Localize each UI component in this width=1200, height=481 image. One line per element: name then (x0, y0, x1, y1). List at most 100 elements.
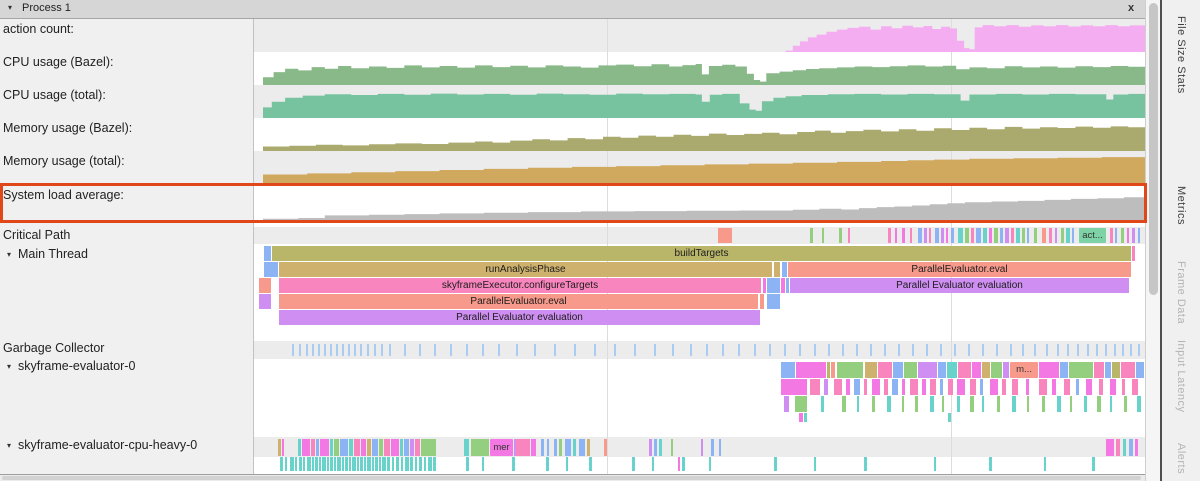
flame-bar-parallelevaluator-eval[interactable]: ParallelEvaluator.eval (788, 262, 1131, 277)
flame-bar[interactable] (767, 278, 780, 293)
evaluator0-slice (1110, 379, 1116, 395)
critical-path-slice (971, 228, 974, 243)
flame-bar[interactable] (781, 278, 785, 293)
cpu-heavy-slice (1044, 457, 1046, 471)
flame-bar[interactable] (259, 294, 271, 309)
flame-bar-skyframeexecutor-configuretargets[interactable]: skyframeExecutor.configureTargets (279, 278, 761, 293)
vertical-scrollbar-thumb[interactable] (1149, 3, 1158, 295)
evaluator0-slice (781, 379, 807, 395)
counter-chart-cpu-usage-total[interactable] (263, 90, 1145, 118)
cpu-heavy-slice (302, 439, 310, 456)
cpu-heavy-slice (989, 457, 992, 471)
row-label-skyframe-evaluator-0[interactable]: ▾ skyframe-evaluator-0 (0, 359, 257, 374)
critical-path-slice (1138, 228, 1140, 243)
cpu-heavy-slice (298, 439, 301, 456)
flame-bar-parallel-evaluator-evaluation[interactable]: Parallel Evaluator evaluation (790, 278, 1129, 293)
evaluator0-badge[interactable]: m... (1010, 362, 1038, 378)
evaluator0-slice (796, 362, 826, 378)
cpu-heavy-slice (349, 439, 353, 456)
cpu-heavy-slice (400, 439, 403, 456)
timeline-area[interactable]: act... buildTargets runAnalysisPhase Parall… (254, 0, 1145, 474)
collapse-arrow-icon[interactable]: ▾ (7, 362, 12, 371)
flame-bar-runanalysisphase[interactable]: runAnalysisPhase (279, 262, 772, 277)
flame-bar[interactable] (767, 294, 780, 309)
cpu-heavy-slice (375, 457, 378, 471)
gc-event-tick (856, 344, 858, 356)
critical-path-badge[interactable]: act... (1079, 228, 1106, 243)
flame-bar[interactable] (786, 278, 789, 293)
critical-path-slice (718, 228, 732, 243)
counter-chart-memory-usage-total[interactable] (263, 156, 1145, 184)
row-label-skyframe-evaluator-cpu-heavy-0[interactable]: ▾ skyframe-evaluator-cpu-heavy-0 (0, 438, 257, 453)
flame-bar[interactable] (782, 262, 787, 277)
row-label-text: Memory usage (Bazel): (3, 121, 133, 135)
gc-event-tick (996, 344, 998, 356)
gc-event-tick (336, 344, 338, 356)
counter-chart-action-count[interactable] (263, 24, 1145, 52)
critical-path-slice (994, 228, 998, 243)
process-header[interactable]: ▾ Process 1 x (0, 0, 1145, 19)
critical-path-slice (910, 228, 912, 243)
cpu-heavy-badge[interactable]: mer (490, 439, 513, 456)
evaluator0-slice (834, 379, 842, 395)
cpu-heavy-slice (327, 457, 329, 471)
flame-bar[interactable] (264, 262, 278, 277)
flame-bar[interactable] (774, 262, 780, 277)
flame-bar[interactable] (264, 246, 271, 261)
cpu-heavy-slice (316, 439, 319, 456)
row-label-text: Memory usage (total): (3, 154, 125, 168)
cpu-heavy-slice (334, 457, 336, 471)
critical-path-slice (848, 228, 850, 243)
cpu-heavy-slice (1106, 439, 1114, 456)
vertical-scrollbar[interactable] (1145, 0, 1161, 481)
analysis-tab-strip: File Size Stats Metrics Frame Data Input La… (1160, 0, 1200, 481)
collapse-arrow-icon[interactable]: ▾ (7, 441, 12, 450)
flame-bar[interactable] (763, 278, 766, 293)
horizontal-scrollbar[interactable] (0, 475, 1145, 481)
counter-chart-cpu-usage-bazel[interactable] (263, 57, 1145, 85)
evaluator0-slice (865, 362, 877, 378)
cpu-heavy-slice (719, 439, 721, 456)
cpu-heavy-slice (546, 457, 549, 471)
gc-event-tick (324, 344, 326, 356)
row-label-action-count: action count: (0, 22, 253, 37)
flame-bar-parallelevaluator-eval[interactable]: ParallelEvaluator.eval (279, 294, 758, 309)
flame-bar-parallel-evaluator-evaluation[interactable]: Parallel Evaluator evaluation (279, 310, 760, 325)
gc-event-tick (1105, 344, 1107, 356)
cpu-heavy-slice (864, 457, 867, 471)
gc-event-tick (706, 344, 708, 356)
evaluator0-slice (958, 362, 971, 378)
tab-frame-data[interactable]: Frame Data (1175, 261, 1187, 325)
tab-file-size-stats[interactable]: File Size Stats (1175, 16, 1187, 94)
evaluator0-slice (804, 413, 807, 422)
cpu-heavy-slice (652, 457, 654, 471)
collapse-arrow-icon[interactable]: ▾ (7, 250, 12, 259)
gc-event-tick (634, 344, 636, 356)
tab-input-latency[interactable]: Input Latency (1175, 340, 1187, 413)
tab-alerts[interactable]: Alerts (1175, 443, 1187, 475)
row-label-main-thread[interactable]: ▾ Main Thread (0, 247, 257, 262)
cpu-heavy-slice (433, 457, 436, 471)
evaluator0-slice (904, 362, 917, 378)
close-icon[interactable]: x (1128, 2, 1135, 14)
thread-label-panel: action count: CPU usage (Bazel): CPU usage… (0, 0, 254, 474)
critical-path-slice (1027, 228, 1029, 243)
flame-bar-buildtargets[interactable]: buildTargets (272, 246, 1131, 261)
horizontal-scrollbar-thumb[interactable] (2, 476, 1141, 480)
gc-event-tick (926, 344, 928, 356)
critical-path-slice (958, 228, 963, 243)
counter-chart-system-load-average[interactable] (263, 189, 1145, 222)
counter-chart-memory-usage-bazel[interactable] (263, 123, 1145, 151)
cpu-heavy-slice (299, 457, 302, 471)
flame-bar[interactable] (1132, 246, 1135, 261)
row-label-cpu-usage-bazel: CPU usage (Bazel): (0, 55, 253, 70)
tab-metrics[interactable]: Metrics (1175, 186, 1187, 225)
flame-bar[interactable] (259, 278, 271, 293)
gc-event-tick (912, 344, 914, 356)
collapse-arrow-icon[interactable]: ▾ (8, 3, 13, 12)
critical-path-slice (1000, 228, 1003, 243)
cpu-heavy-slice (342, 457, 344, 471)
cpu-heavy-slice (361, 439, 366, 456)
row-label-text: System load average: (3, 188, 124, 202)
flame-bar[interactable] (760, 294, 764, 309)
